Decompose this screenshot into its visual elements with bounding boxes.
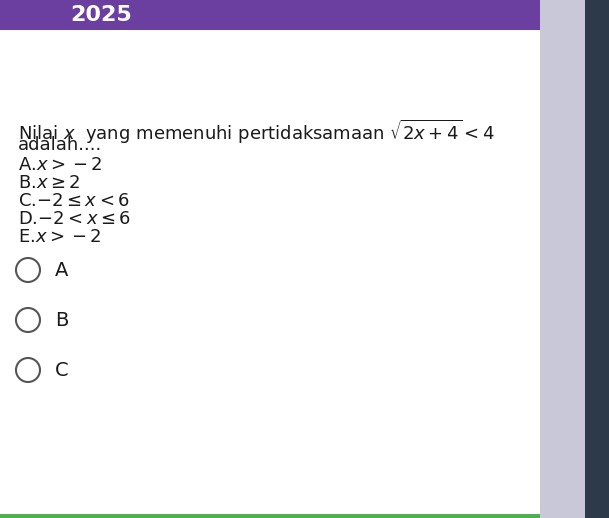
Text: C: C [55,361,69,380]
Bar [0,514,540,518]
Text: C.$-2 \leq x < 6$: C.$-2 \leq x < 6$ [18,192,130,210]
Bar [540,0,585,518]
Text: E.$x > -2$: E.$x > -2$ [18,228,102,246]
Text: B: B [55,310,68,329]
Text: 2025: 2025 [70,5,132,25]
Text: A.$x > -2$: A.$x > -2$ [18,156,103,174]
Bar [585,0,609,518]
Text: A: A [55,261,68,280]
Text: B.$x \geq 2$: B.$x \geq 2$ [18,174,80,192]
Text: D.$-2 < x \leq 6$: D.$-2 < x \leq 6$ [18,210,131,228]
Bar [0,0,540,30]
Text: Nilai $x$  yang memenuhi pertidaksamaan $\sqrt{2x + 4} < 4$: Nilai $x$ yang memenuhi pertidaksamaan $… [18,118,495,146]
Text: adalah....: adalah.... [18,136,102,154]
